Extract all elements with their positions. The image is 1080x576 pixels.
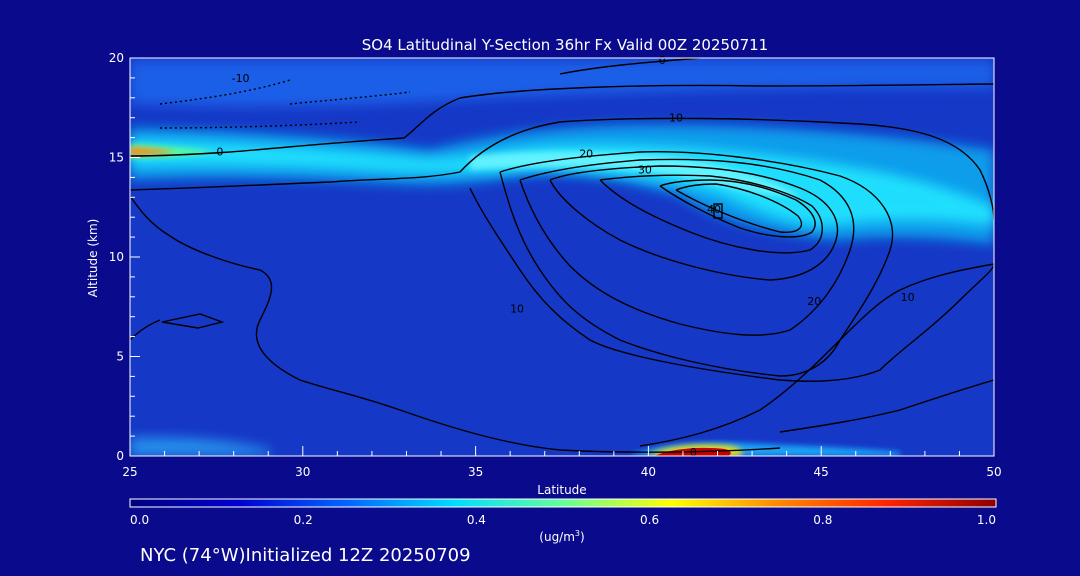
contour-label: 0: [690, 446, 697, 459]
x-tick-label: 45: [814, 465, 829, 479]
contour-ten-left-loop: [130, 195, 781, 453]
contour-right-outer: [639, 263, 994, 447]
contour-label: 20: [579, 148, 593, 161]
plot-area: -10 0 0 10 20 30 40 10 20 10 0 25 30 35 40 45 50 0 5 10 15…: [109, 51, 1002, 479]
contour-left-diamond: [161, 313, 225, 329]
x-axis-ticks: 25 30 35 40 45 50: [122, 446, 1002, 479]
x-tick-label: 35: [468, 465, 483, 479]
y-tick-label: 15: [109, 151, 124, 165]
y-tick-label: 20: [109, 51, 124, 65]
contour-max-box: [713, 203, 723, 219]
contour-forty: [659, 179, 816, 238]
contour-label: 40: [707, 203, 721, 216]
colorbar-units: (ug/m3): [539, 529, 584, 544]
x-tick-label: 30: [295, 465, 310, 479]
x-tick-label: 40: [641, 465, 656, 479]
contour-label: 10: [669, 112, 683, 125]
contour-label: -10: [232, 72, 250, 85]
colorbar-tick-label: 1.0: [977, 513, 996, 527]
upper-band-shading: [130, 60, 994, 107]
contour-lines: [130, 58, 994, 453]
colorbar-tick-label: 0.0: [130, 513, 149, 527]
contour-label: 0: [216, 146, 223, 159]
x-tick-label: 50: [986, 465, 1001, 479]
contour-top-zero: [559, 58, 701, 75]
y-tick-label: 5: [116, 350, 124, 364]
contour-twenty: [499, 151, 894, 377]
colorbar-tick-label: 0.4: [467, 513, 486, 527]
chart-title: SO4 Latitudinal Y-Section 36hr Fx Valid …: [362, 36, 768, 54]
colorbar-tick-label: 0.8: [813, 513, 832, 527]
contour-label: 10: [510, 303, 524, 316]
y-tick-label: 10: [109, 250, 124, 264]
colorbar-ramp: [129, 498, 997, 508]
contour-neg10-dashed-c: [289, 91, 411, 105]
contour-ten-inner: [469, 187, 994, 382]
contour-label: 30: [638, 163, 652, 176]
left-edge-peak: [130, 147, 175, 156]
contour-thirty: [549, 165, 839, 281]
y-axis-ticks: 0 5 10 15 20: [109, 51, 140, 463]
contour-label: 10: [901, 291, 915, 304]
contour-label: 20: [807, 295, 821, 308]
contour-left-edge: [130, 319, 161, 341]
x-tick-label: 25: [122, 465, 137, 479]
contour-label-group: -10 0 0 10 20 30 40 10 20 10 0: [216, 54, 914, 459]
x-axis-label: Latitude: [537, 483, 586, 497]
contour-twenty-inner: [519, 158, 855, 336]
contour-neg10-dashed: [159, 79, 291, 105]
colorbar-tick-label: 0.6: [640, 513, 659, 527]
colorbar-tick-labels: 0.0 0.2 0.4 0.6 0.8 1.0: [130, 513, 996, 527]
colorbar-tick-label: 0.2: [294, 513, 313, 527]
contour-neg10-dashed-b: [159, 121, 361, 129]
contour-thirty-inner: [599, 174, 823, 254]
contour-zero: [130, 83, 994, 157]
station-info: NYC (74°W)Initialized 12Z 20250709: [140, 545, 471, 566]
y-tick-label: 0: [116, 449, 124, 463]
contour-label: 0: [659, 54, 666, 67]
contour-forty-inner: [675, 183, 803, 233]
tropopause-band-inner: [130, 140, 994, 226]
y-axis-label: Altitude (km): [86, 219, 100, 298]
concentration-shading: [130, 60, 994, 456]
contour-right-lower: [779, 379, 994, 433]
colorbar: 0.0 0.2 0.4 0.6 0.8 1.0 (ug/m3): [129, 498, 997, 544]
contour-ten-outer: [130, 117, 994, 221]
